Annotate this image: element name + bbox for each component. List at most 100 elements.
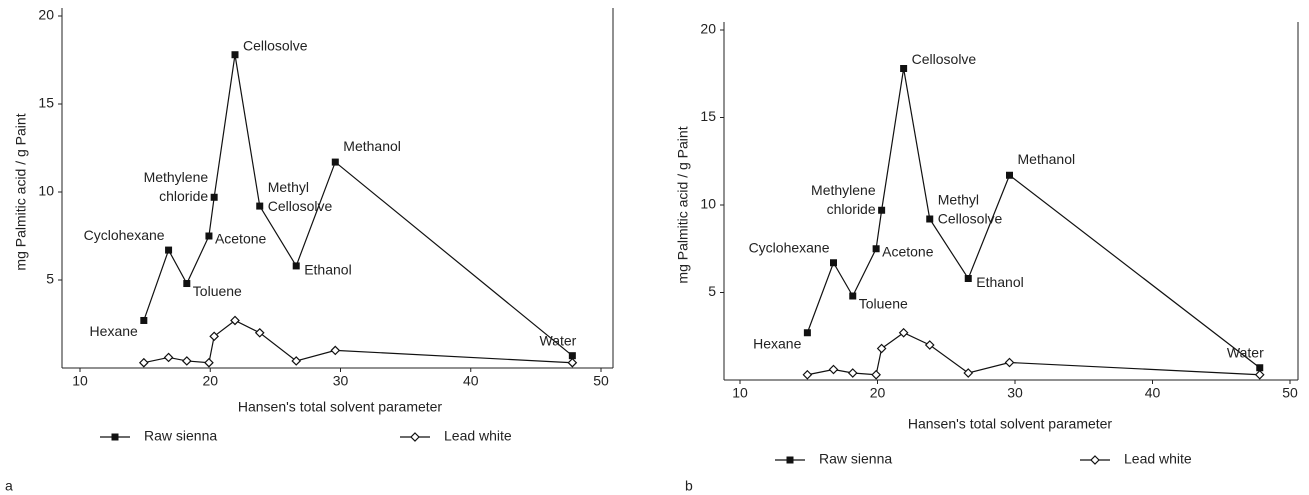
point-label: Methyl [938, 192, 979, 208]
legend-marker [1090, 455, 1100, 465]
marker [878, 206, 886, 214]
marker [567, 357, 578, 368]
marker [231, 51, 239, 59]
marker [1254, 369, 1265, 380]
marker [230, 315, 240, 326]
x-tick-label: 30 [333, 373, 349, 389]
marker [205, 232, 213, 240]
y-tick-label: 20 [700, 21, 716, 37]
legend-label: Raw sienna [144, 428, 217, 444]
point-label: Methanol [1018, 151, 1076, 167]
marker [924, 340, 935, 350]
marker [163, 352, 174, 363]
series-line [143, 54, 573, 357]
marker [872, 245, 880, 253]
marker [568, 352, 576, 360]
point-label: Cyclohexane [84, 227, 165, 243]
marker [849, 292, 857, 300]
y-tick-label: 20 [38, 7, 54, 23]
y-tick-label: 10 [38, 183, 54, 199]
legend-marker [786, 456, 794, 464]
x-tick-label: 50 [1282, 385, 1298, 401]
x-axis-label: Hansen's total solvent parameter [238, 399, 443, 415]
point-label: Methanol [343, 138, 401, 154]
legend-marker [410, 432, 420, 442]
marker [209, 331, 220, 342]
series-line [807, 332, 1260, 376]
point-label: Cellosolve [268, 198, 333, 214]
point-label: Water [540, 332, 577, 348]
x-tick-label: 30 [1007, 385, 1023, 401]
y-tick-label: 15 [38, 95, 54, 111]
point-label: chloride [827, 201, 876, 217]
x-tick-label: 10 [72, 373, 88, 389]
point-label: Acetone [882, 243, 934, 259]
point-label: Ethanol [976, 274, 1023, 290]
point-label: Toluene [193, 283, 242, 299]
x-tick-label: 40 [1145, 385, 1161, 401]
y-tick-label: 5 [708, 283, 716, 299]
marker [802, 369, 813, 380]
panel-label: b [685, 478, 693, 494]
x-tick-label: 20 [870, 385, 886, 401]
marker [847, 368, 858, 378]
point-label: Water [1227, 344, 1264, 360]
point-label: Cellosolve [938, 211, 1003, 227]
marker [330, 345, 341, 356]
marker [165, 246, 173, 254]
marker [828, 364, 839, 375]
point-label: Cellosolve [243, 37, 308, 53]
y-axis-label: mg Palmitic acid / g Paint [675, 126, 691, 283]
y-axis-label: mg Palmitic acid / g Paint [13, 113, 29, 270]
point-label: Methyl [268, 179, 309, 195]
point-label: Hexane [753, 335, 801, 351]
point-label: Cyclohexane [749, 239, 830, 255]
marker [830, 259, 837, 267]
y-tick-label: 10 [700, 196, 716, 212]
marker [254, 327, 265, 338]
legend-label: Lead white [1124, 451, 1192, 467]
point-label: Hexane [90, 323, 138, 339]
point-label: Methylene [144, 169, 209, 185]
marker [331, 158, 339, 166]
marker [963, 368, 974, 378]
marker [1004, 357, 1015, 368]
x-axis-label: Hansen's total solvent parameter [908, 416, 1113, 432]
marker [876, 343, 887, 354]
marker [1256, 364, 1264, 372]
x-tick-label: 10 [732, 385, 748, 401]
marker [291, 356, 302, 366]
x-tick-label: 20 [202, 373, 218, 389]
marker [898, 327, 909, 338]
point-label: chloride [159, 188, 208, 204]
marker [964, 275, 972, 282]
marker [900, 65, 908, 72]
marker [926, 215, 934, 223]
legend-marker [111, 433, 119, 441]
marker [871, 369, 881, 380]
marker [256, 202, 264, 210]
marker [183, 280, 191, 288]
marker [204, 357, 214, 368]
marker [1006, 171, 1013, 179]
marker [292, 262, 300, 270]
point-label: Methylene [811, 182, 876, 198]
marker [181, 356, 192, 366]
marker [803, 329, 811, 337]
marker [140, 316, 148, 324]
marker [138, 357, 149, 368]
x-tick-label: 40 [463, 373, 479, 389]
point-label: Cellosolve [912, 51, 977, 67]
x-tick-label: 50 [593, 373, 609, 389]
legend-label: Lead white [444, 428, 512, 444]
y-tick-label: 15 [700, 108, 716, 124]
point-label: Toluene [859, 296, 908, 312]
series-line [806, 68, 1261, 369]
marker [210, 193, 218, 201]
series-line [143, 319, 573, 364]
point-label: Acetone [215, 231, 267, 247]
point-label: Ethanol [304, 262, 351, 278]
y-tick-label: 5 [46, 271, 54, 287]
panel-label: a [5, 478, 13, 494]
